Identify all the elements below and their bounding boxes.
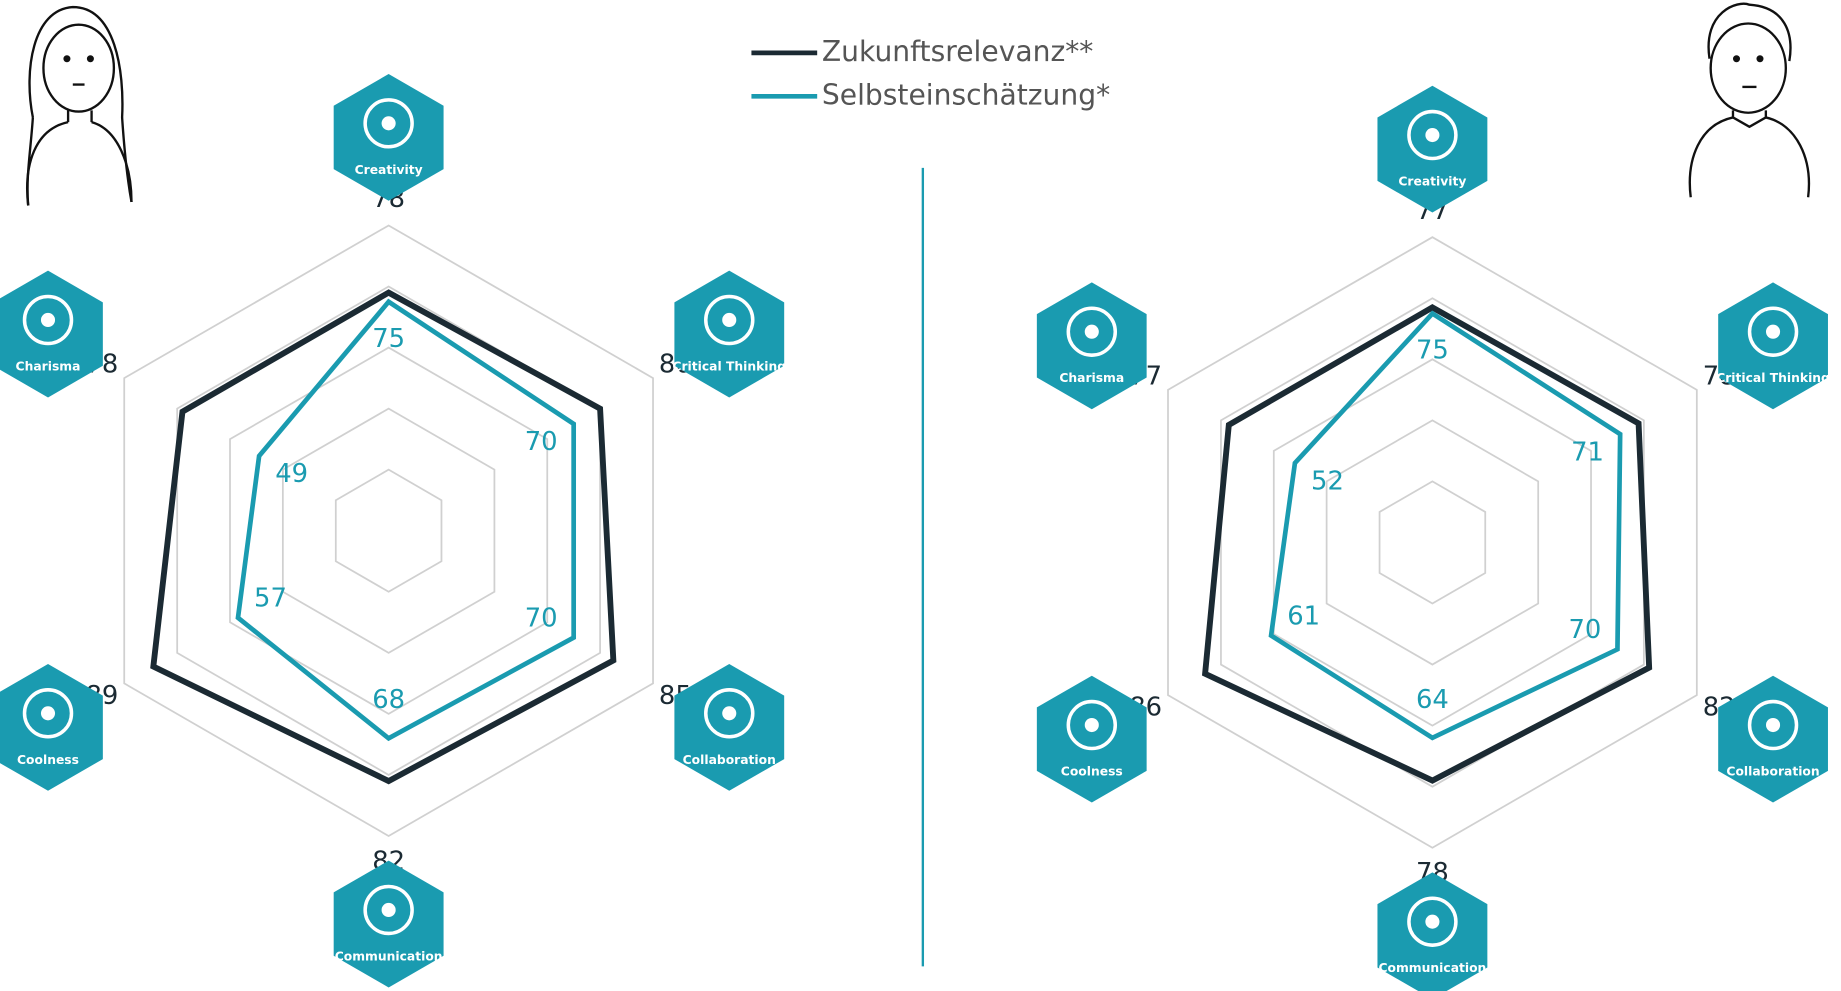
skill-icon: Collaboration [674, 663, 785, 791]
grid-ring [334, 468, 443, 593]
icon-glyph [1747, 699, 1799, 751]
series-line [150, 289, 617, 785]
icon-hexagon [1377, 872, 1488, 991]
grid-ring [1378, 480, 1487, 605]
person-man [1688, 2, 1811, 198]
grid-ring [1167, 236, 1698, 849]
category-label: Critical Thinking [1716, 371, 1830, 385]
icon-glyph [22, 294, 74, 346]
skill-icon: Creativity [333, 73, 444, 201]
icon-glyph [722, 312, 737, 328]
category-label: Communication [335, 949, 443, 963]
icon-glyph [40, 706, 56, 721]
icon-hexagon [0, 270, 103, 398]
skill-icon: Coolness [0, 663, 103, 791]
icon-hexagon [0, 663, 103, 791]
icon-hexagon [1377, 85, 1488, 213]
grid-ring [1325, 419, 1540, 666]
series-line [1201, 304, 1653, 784]
icon-glyph [1084, 324, 1099, 339]
value-label: 49 [275, 459, 308, 489]
legend-label: Selbsteinschätzung* [822, 78, 1110, 111]
category-label: Collaboration [1726, 765, 1819, 779]
icon-glyph [1747, 306, 1799, 357]
icon-glyph [1407, 109, 1458, 161]
icon-glyph [363, 884, 414, 936]
skill-icon: Communication [1377, 872, 1488, 991]
legend-label: Zukunftsrelevanz** [822, 35, 1094, 68]
value-label: 70 [525, 427, 558, 457]
icon-glyph [704, 688, 755, 739]
icon-hexagon [1718, 675, 1828, 803]
icon-hexagon [1718, 282, 1828, 410]
series-line [1268, 310, 1623, 741]
icon-glyph [1425, 914, 1440, 929]
value-label: 75 [372, 324, 405, 354]
value-label: 57 [254, 583, 287, 613]
icon-glyph [1765, 324, 1781, 339]
grid-ring [229, 346, 549, 715]
icon-glyph [1407, 896, 1458, 947]
icon-hexagon [674, 663, 785, 791]
value-label: 70 [525, 603, 558, 633]
category-label: Critical Thinking [672, 359, 786, 373]
skill-icon: Charisma [0, 270, 103, 398]
icon-glyph [704, 294, 755, 346]
skill-icon: Coolness [1036, 675, 1147, 803]
skill-icon: Critical Thinking [1716, 282, 1830, 410]
skill-icon: Collaboration [1718, 675, 1828, 803]
category-label: Creativity [355, 163, 423, 177]
skill-icon: Creativity [1377, 85, 1488, 213]
icon-glyph [381, 116, 396, 131]
skill-icon: Critical Thinking [672, 270, 786, 398]
series-line [235, 298, 577, 742]
category-label: Creativity [1398, 175, 1466, 189]
icon-glyph [722, 706, 737, 721]
person-woman [26, 5, 133, 206]
category-label: Charisma [16, 359, 81, 373]
value-label: 52 [1311, 466, 1344, 496]
category-label: Coolness [17, 753, 79, 767]
grid-ring [1272, 358, 1592, 727]
grid-ring [281, 407, 496, 654]
value-label: 61 [1287, 601, 1320, 631]
icon-glyph [1066, 306, 1118, 357]
value-label: 75 [1416, 336, 1449, 366]
icon-glyph [381, 902, 396, 918]
value-label: 71 [1571, 437, 1604, 467]
icon-glyph [1425, 128, 1440, 143]
icon-glyph [40, 312, 56, 328]
icon-glyph [1084, 717, 1099, 733]
grid-ring [1220, 297, 1645, 788]
icon-hexagon [1036, 675, 1147, 803]
value-label: 64 [1416, 685, 1449, 715]
legend: Zukunftsrelevanz** Selbsteinschätzung* [751, 35, 1110, 111]
icon-glyph [1066, 699, 1118, 751]
category-label: Communication [1378, 961, 1486, 975]
icon-glyph [22, 688, 74, 739]
icon-hexagon [333, 73, 444, 201]
icon-glyph [1765, 717, 1781, 733]
category-label: Collaboration [683, 753, 776, 767]
grid-ring [123, 224, 654, 838]
icon-hexagon [674, 270, 785, 398]
category-label: Charisma [1059, 371, 1124, 385]
category-label: Coolness [1061, 765, 1123, 779]
skill-icon: Communication [333, 860, 444, 988]
icon-glyph [363, 98, 414, 149]
skill-icon: Charisma [1036, 282, 1147, 410]
value-label: 70 [1568, 615, 1601, 645]
icon-hexagon [1036, 282, 1147, 410]
icon-hexagon [333, 860, 444, 988]
value-label: 68 [372, 685, 405, 715]
